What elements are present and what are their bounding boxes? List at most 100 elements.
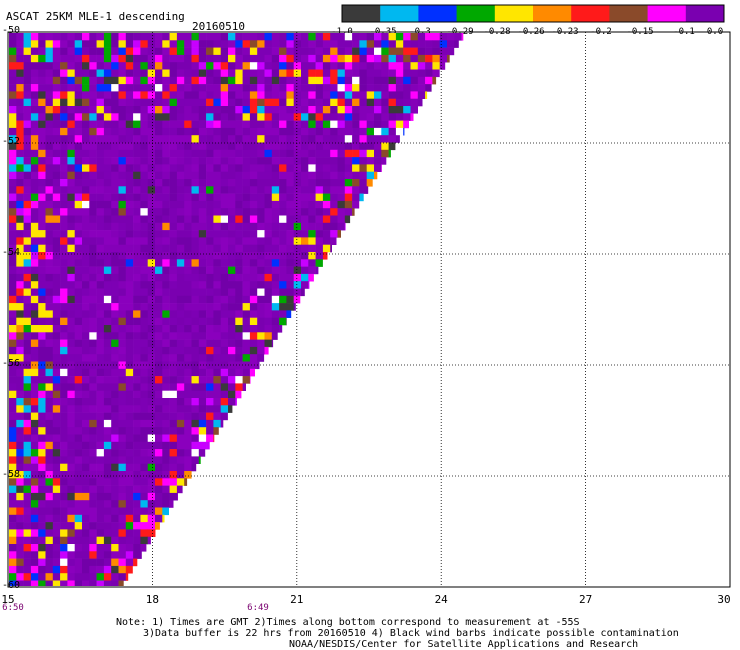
- swath-cell: [9, 551, 17, 559]
- swath-cell: [176, 383, 185, 391]
- swath-cell: [322, 186, 331, 194]
- swath-cell: [169, 405, 178, 413]
- swath-cell: [184, 303, 192, 311]
- swath-cell: [155, 120, 163, 129]
- swath-cell: [52, 544, 61, 552]
- swath-cell: [176, 149, 185, 158]
- swath-cell: [103, 500, 112, 508]
- swath-cell: [439, 33, 448, 41]
- swath-cell: [155, 398, 163, 406]
- swath-cell: [403, 62, 411, 70]
- swath-cell: [366, 164, 375, 172]
- swath-cell: [125, 47, 134, 56]
- swath-cell: [60, 478, 68, 486]
- swath-cell: [52, 339, 61, 348]
- swath-cell: [155, 222, 163, 231]
- swath-cell: [169, 237, 178, 245]
- swath-cell: [125, 573, 129, 581]
- swath-cell: [60, 120, 68, 129]
- swath-cell: [103, 405, 112, 413]
- swath-cell: [9, 157, 17, 165]
- swath-cell: [366, 76, 375, 85]
- swath-cell: [52, 69, 61, 78]
- swath-cell: [103, 332, 112, 340]
- swath-cell: [293, 230, 302, 238]
- swath-cell: [118, 179, 127, 187]
- swath-cell: [184, 244, 192, 253]
- swath-cell: [82, 120, 90, 129]
- swath-cell: [125, 536, 134, 545]
- swath-cell: [264, 106, 273, 114]
- swath-cell: [206, 120, 214, 129]
- swath-cell: [118, 412, 127, 421]
- swath-cell: [220, 135, 229, 143]
- swath-cell: [133, 120, 141, 129]
- swath-cell: [133, 398, 141, 406]
- swath-cell: [206, 40, 214, 48]
- swath-cell: [366, 113, 375, 121]
- swath-cell: [125, 398, 134, 406]
- swath-cell: [111, 339, 119, 348]
- swath-cell: [9, 288, 17, 297]
- swath-cell: [38, 310, 46, 318]
- swath-cell: [176, 419, 185, 428]
- swath-cell: [74, 164, 83, 172]
- swath-cell: [395, 127, 404, 136]
- swath-cell: [257, 106, 265, 114]
- swath-cell: [169, 427, 178, 435]
- swath-cell: [388, 91, 397, 99]
- swath-cell: [89, 106, 97, 114]
- swath-cell: [60, 390, 68, 399]
- swath-cell: [147, 113, 156, 121]
- swath-cell: [162, 208, 170, 216]
- swath-cell: [206, 186, 214, 194]
- swath-cell: [176, 456, 185, 464]
- swath-cell: [125, 179, 134, 187]
- swath-cell: [301, 62, 309, 70]
- swath-cell: [67, 281, 75, 289]
- swath-cell: [96, 434, 105, 443]
- swath-cell: [344, 76, 353, 85]
- swath-cell: [60, 500, 68, 508]
- swath-cell: [257, 127, 265, 136]
- swath-cell: [38, 157, 46, 165]
- swath-cell: [125, 164, 134, 172]
- swath-cell: [16, 339, 24, 348]
- swath-cell: [176, 33, 185, 41]
- swath-cell: [67, 346, 75, 355]
- swath-cell: [16, 113, 24, 121]
- swath-cell: [67, 186, 75, 194]
- swath-cell: [140, 471, 148, 479]
- swath-cell: [89, 200, 97, 209]
- swath-cell: [198, 252, 207, 260]
- swath-cell: [140, 171, 148, 180]
- swath-cell: [279, 310, 287, 318]
- swath-cell: [23, 310, 32, 318]
- swath-cell: [45, 208, 54, 216]
- swath-cell: [52, 142, 61, 151]
- swath-cell: [381, 164, 382, 172]
- swath-cell: [235, 127, 243, 136]
- swath-cell: [52, 47, 61, 56]
- swath-cell: [286, 281, 294, 289]
- swath-cell: [23, 62, 32, 70]
- swath-cell: [67, 310, 75, 318]
- swath-cell: [374, 113, 382, 121]
- swath-cell: [96, 295, 105, 304]
- swath-cell: [249, 259, 258, 267]
- color-scale-swatch: [494, 5, 534, 22]
- swath-cell: [242, 252, 251, 260]
- swath-cell: [344, 120, 353, 129]
- swath-cell: [176, 84, 185, 92]
- swath-cell: [140, 463, 148, 472]
- swath-cell: [184, 237, 192, 245]
- swath-cell: [52, 193, 61, 202]
- swath-cell: [103, 113, 112, 121]
- swath-cell: [344, 62, 353, 70]
- swath-cell: [125, 113, 134, 121]
- swath-cell: [118, 544, 127, 552]
- swath-cell: [82, 485, 90, 494]
- swath-cell: [176, 390, 185, 399]
- swath-cell: [23, 186, 32, 194]
- swath-cell: [45, 398, 54, 406]
